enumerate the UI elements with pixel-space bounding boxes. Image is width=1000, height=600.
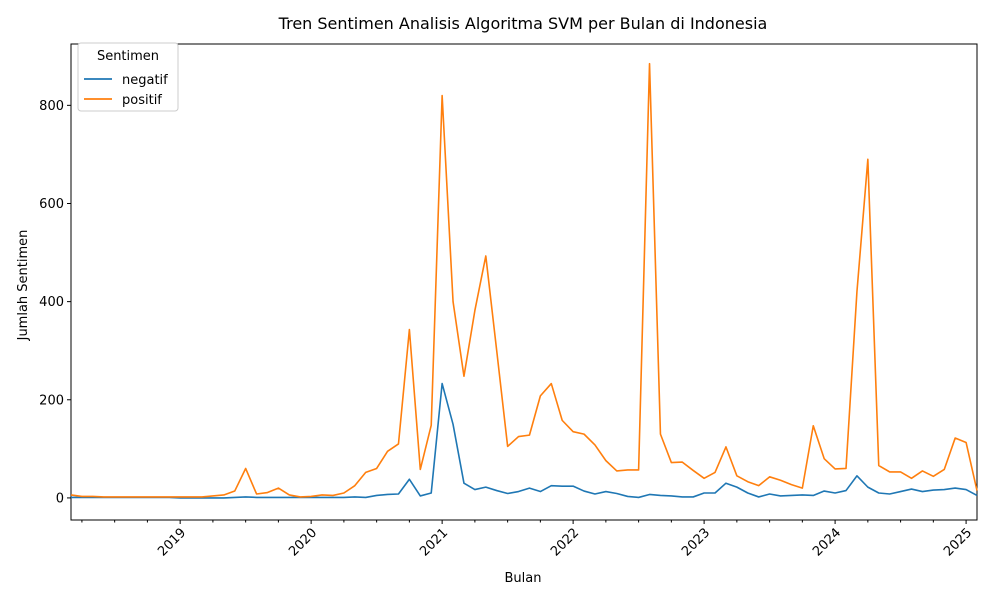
y-tick-label: 600	[39, 197, 64, 212]
plot-area	[70, 43, 978, 521]
x-axis-label: Bulan	[505, 571, 542, 586]
legend-label-negatif: negatif	[122, 73, 168, 88]
legend-box	[77, 42, 179, 112]
legend-title: Sentimen	[97, 49, 159, 64]
legend: Sentimen negatif positif	[77, 42, 179, 112]
series-line-positif	[70, 62, 978, 498]
legend-label-positif: positif	[122, 93, 162, 108]
y-tick-label: 400	[39, 295, 64, 310]
y-tick-label: 0	[56, 491, 64, 506]
chart-title: Tren Sentimen Analisis Algoritma SVM per…	[278, 14, 768, 33]
series-line-negatif	[71, 382, 978, 499]
y-tick-label: 800	[39, 99, 64, 114]
plot-frame	[70, 43, 978, 521]
y-tick-label: 200	[39, 393, 64, 408]
y-axis: 0 200 400 600 800	[39, 99, 71, 506]
y-axis-label: Jumlah Sentimen	[16, 230, 31, 342]
